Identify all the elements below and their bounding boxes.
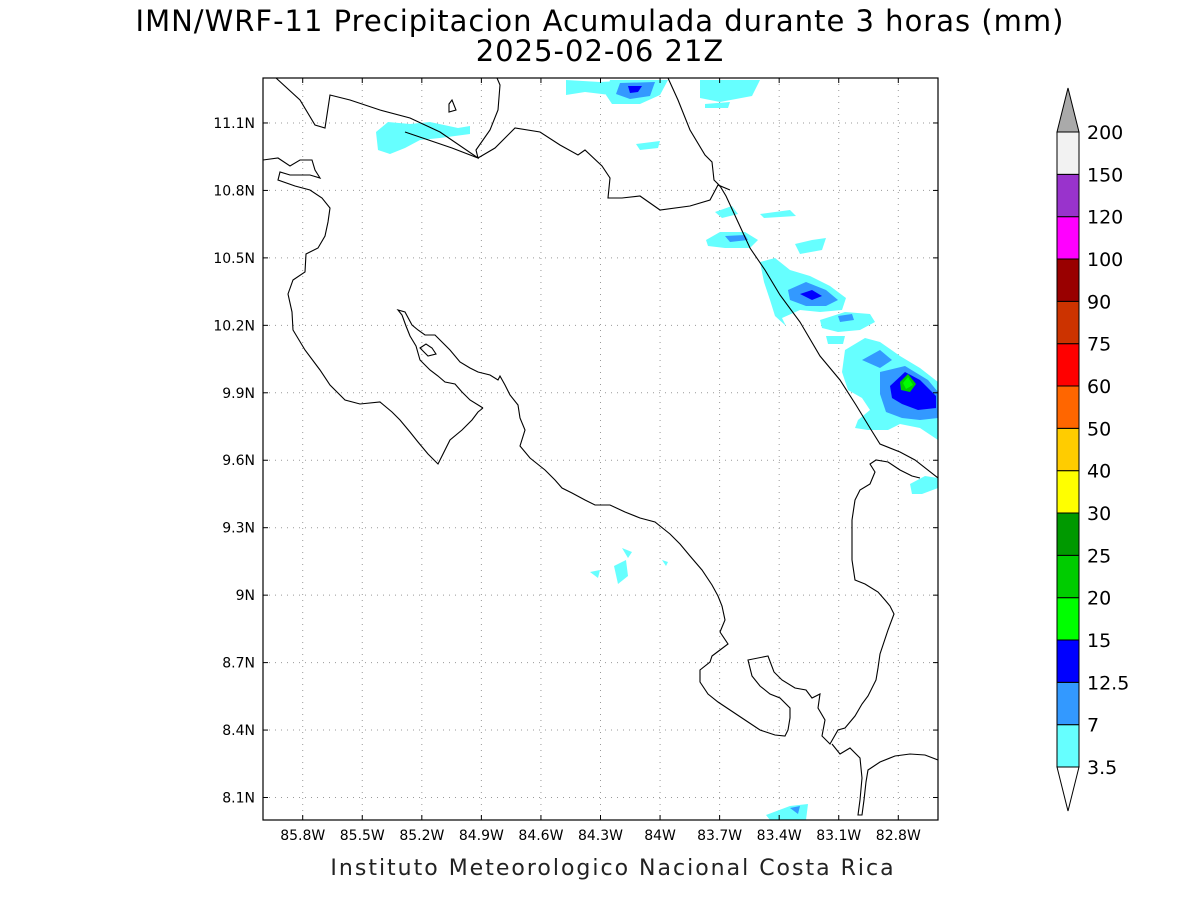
colorbar-label: 15 (1087, 630, 1111, 652)
colorbar-segment (1056, 258, 1080, 302)
colorbar-segment (1056, 681, 1080, 726)
lat-tick-label: 9.3N (222, 521, 255, 537)
colorbar-label: 30 (1087, 503, 1111, 525)
colorbar-label: 20 (1087, 588, 1111, 610)
lon-tick-label: 85.8W (280, 828, 325, 844)
map-subtitle-datetime: 2025-02-06 21Z (475, 34, 725, 68)
precipitation-layer (376, 80, 938, 820)
colorbar-segment (1056, 216, 1080, 260)
colorbar-label: 60 (1087, 376, 1111, 398)
lat-tick-label: 9N (236, 588, 255, 604)
colorbar-segment (1056, 427, 1080, 472)
colorbar-label: 12.5 (1087, 672, 1129, 694)
colorbar-segment (1056, 343, 1080, 387)
colorbar-segment (1056, 131, 1080, 175)
gulf-nicoya (396, 308, 921, 745)
pacific-coast (263, 157, 484, 465)
lon-tick-label: 82.8W (876, 828, 921, 844)
lon-tick-label: 83.4W (757, 828, 802, 844)
colorbar-label: 50 (1087, 418, 1111, 440)
panama-border (831, 743, 938, 816)
precip-area-south-tip (766, 804, 808, 820)
colorbar-segment (1056, 597, 1080, 641)
lat-tick-label: 11.1N (213, 116, 255, 132)
lon-tick-label: 85.5W (340, 828, 385, 844)
lat-tick-label: 9.9N (222, 386, 255, 402)
footer-credit: Instituto Meteorologico Nacional Costa R… (330, 856, 896, 881)
lon-tick-label: 84W (644, 828, 676, 844)
lake-island (448, 98, 457, 113)
lon-tick-label: 83.1W (816, 828, 861, 844)
map-grid (263, 78, 938, 820)
colorbar-segment (1056, 300, 1080, 345)
colorbar-label: 150 (1087, 164, 1123, 186)
colorbar-top-arrow (1056, 87, 1080, 133)
lon-tick-label: 84.3W (578, 828, 623, 844)
colorbar-legend: 3.5 7 12.5 15 20 25 30 40 50 60 75 90 100 120 150 200 (1056, 87, 1129, 812)
lat-tick-label: 10.8N (213, 183, 255, 199)
nicoya-island (419, 343, 437, 357)
colorbar-segment (1056, 639, 1080, 683)
colorbar-label: 40 (1087, 461, 1111, 483)
lake-nicaragua-shore (275, 78, 501, 160)
colorbar-label: 200 (1087, 122, 1123, 144)
colorbar-label: 75 (1087, 334, 1111, 356)
lat-tick-label: 10.5N (213, 251, 255, 267)
colorbar-label: 100 (1087, 249, 1123, 271)
lat-tick-label: 8.7N (222, 656, 255, 672)
colorbar-label: 25 (1087, 545, 1111, 567)
colorbar-label: 120 (1087, 207, 1123, 229)
colorbar-segment (1056, 173, 1080, 218)
lon-tick-label: 83.7W (697, 828, 742, 844)
precip-area-north-top (566, 80, 760, 108)
colorbar-label: 3.5 (1087, 757, 1117, 779)
precip-area-barra-colorado (706, 232, 826, 254)
lon-tick-label: 85.2W (399, 828, 444, 844)
colorbar-segment (1056, 470, 1080, 514)
colorbar-bottom-arrow (1056, 766, 1080, 812)
lon-tick-label: 84.6W (518, 828, 563, 844)
colorbar-label: 7 (1087, 715, 1099, 737)
precip-area-limon (842, 338, 938, 494)
border-north (404, 127, 731, 211)
axis-labels: 85.8W 85.5W 85.2W 84.9W 84.6W 84.3W 84W 83.7W 83… (213, 78, 938, 844)
lat-tick-label: 8.4N (222, 723, 255, 739)
precip-area-tortuguero (760, 258, 875, 344)
colorbar-label: 90 (1087, 291, 1111, 313)
caribbean-coast (667, 78, 938, 479)
lat-tick-label: 8.1N (222, 791, 255, 807)
colorbar-segment (1056, 724, 1080, 768)
colorbar-segment (1056, 512, 1080, 556)
colorbar-segment (1056, 554, 1080, 599)
coastline-layer (263, 78, 938, 816)
lat-tick-label: 9.6N (222, 453, 255, 469)
colorbar-segment (1056, 385, 1080, 429)
lat-tick-label: 10.2N (213, 318, 255, 334)
lon-tick-label: 84.9W (459, 828, 504, 844)
map-title: IMN/WRF-11 Precipitacion Acumulada duran… (135, 4, 1065, 38)
